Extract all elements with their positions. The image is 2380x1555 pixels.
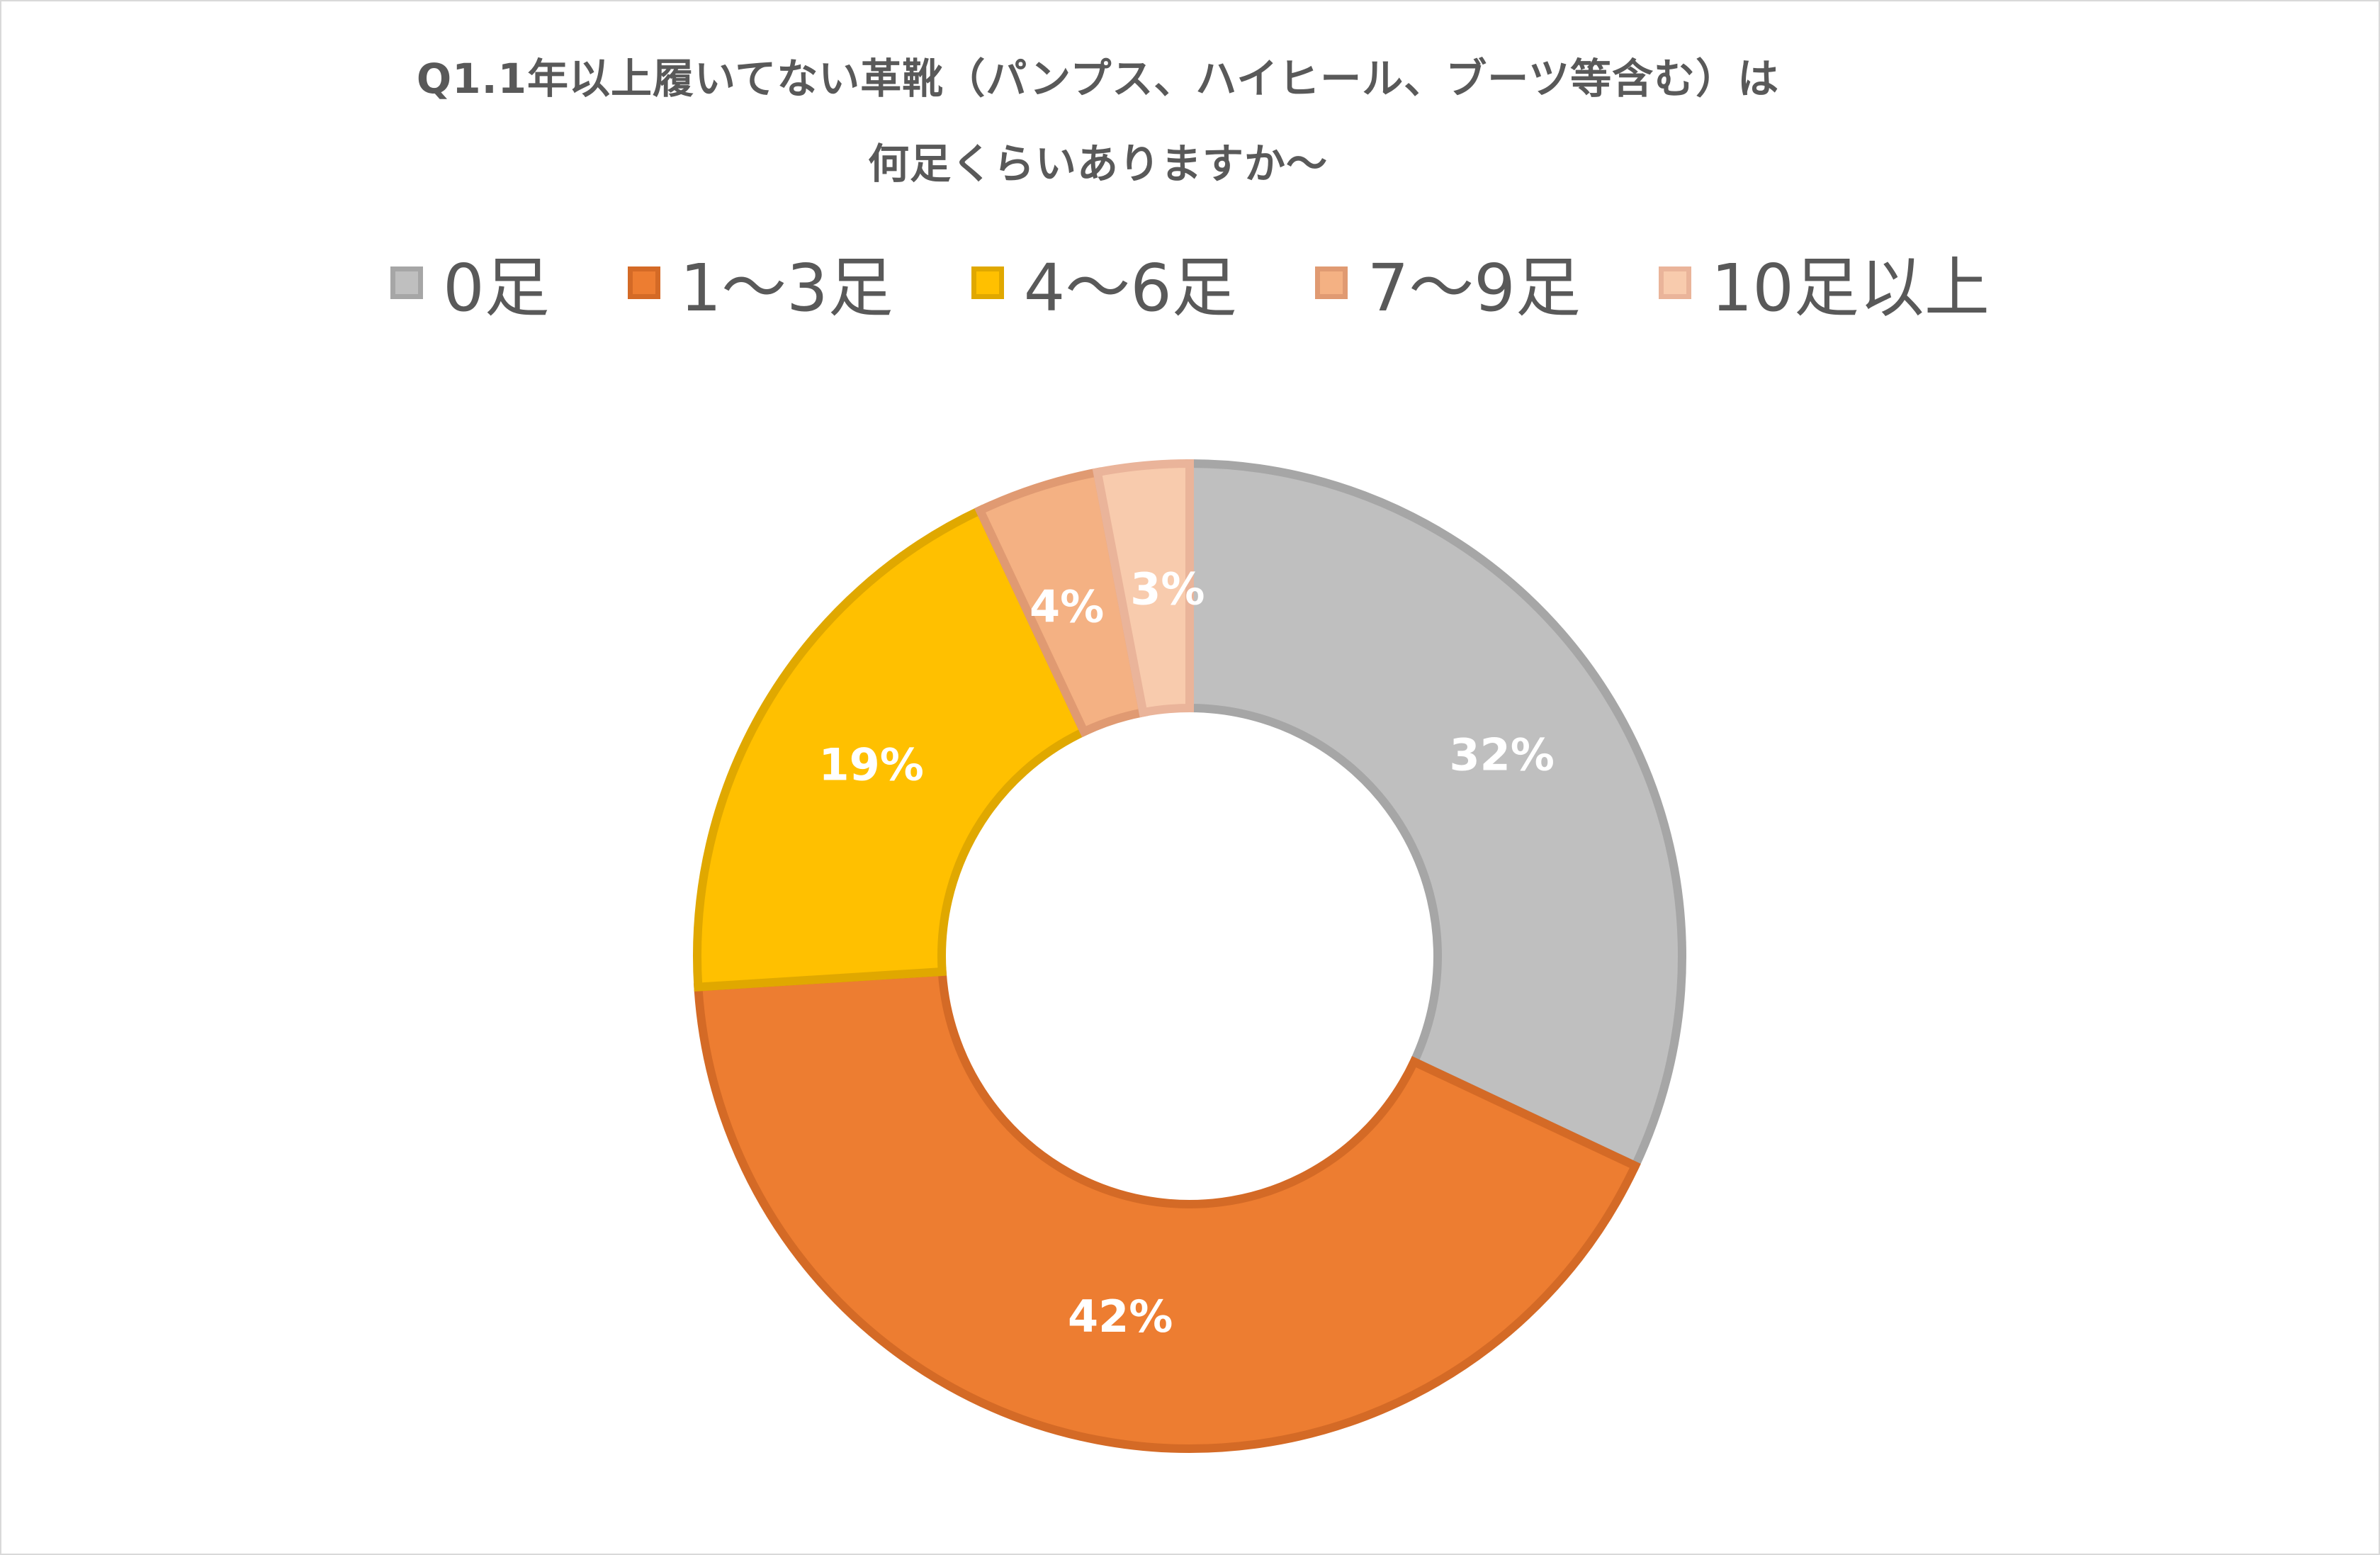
legend-item-2: 4～6足 [971,235,1237,330]
donut-slice-0 [1185,459,1686,1172]
slice-label-2: 19% [818,739,923,790]
legend-swatch-1 [627,266,660,299]
legend-item-3: 7～9足 [1314,235,1581,330]
slice-label-0: 32% [1450,729,1555,780]
legend-item-4: 10足以上 [1658,235,1990,330]
legend-swatch-0 [390,266,424,299]
legend-label-1: 1～3足 [679,250,893,326]
legend-label-0: 0足 [443,250,550,326]
legend-item-1: 1～3足 [627,235,893,330]
legend-item-0: 0足 [390,235,550,330]
chart-title-line-2: 何足くらいありますか～ [867,140,1328,188]
slice-label-3: 4% [1030,581,1104,633]
donut-slice-2 [693,505,1090,992]
slice-label-1: 42% [1068,1291,1173,1342]
slice-label-4: 3% [1130,563,1205,614]
legend-swatch-3 [1314,266,1348,299]
chart-legend: 0足 1～3足 4～6足 7～9足 10足以上 [1,235,2379,330]
chart-title-line-1: Q1.1年以上履いてない革靴（パンプス、ハイヒール、ブーツ等含む）は [416,55,1780,103]
legend-label-4: 10足以上 [1710,250,1990,326]
legend-swatch-4 [1658,266,1691,299]
legend-swatch-2 [971,266,1004,299]
donut-slice-1 [693,967,1641,1453]
legend-label-2: 4～6足 [1023,250,1237,326]
donut-slice-4 [1092,459,1194,718]
legend-label-3: 7～9足 [1367,250,1581,326]
